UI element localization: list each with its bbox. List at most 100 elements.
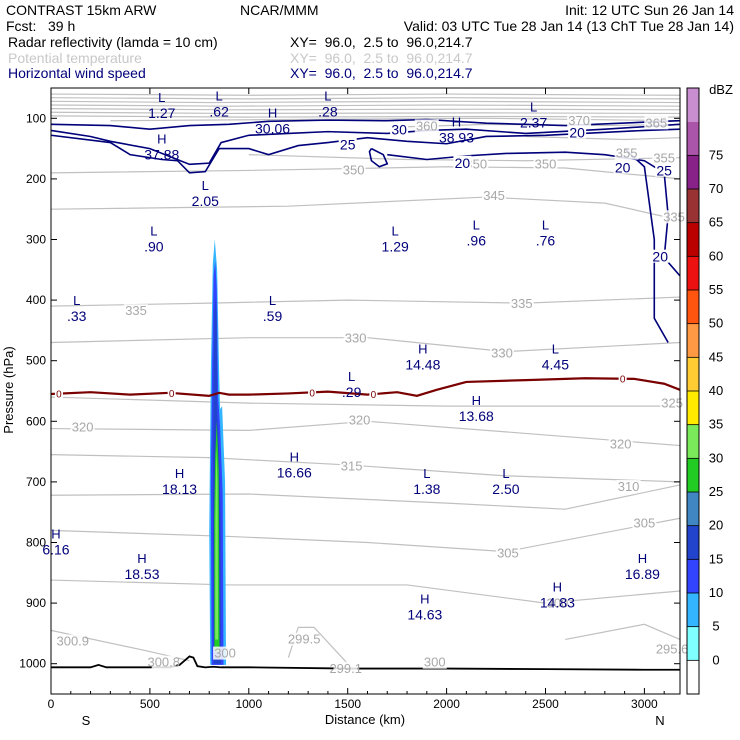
extremum-type-h: H (137, 551, 146, 566)
theta-label: 330 (345, 330, 367, 345)
colorbar-swatch (687, 424, 699, 459)
extremum-type-l: L (423, 466, 430, 481)
colorbar-level-label: 15 (709, 551, 723, 566)
y-tick-label: 400 (26, 293, 46, 307)
wind-label: 20 (615, 160, 631, 176)
extremum-value: 14.48 (405, 357, 440, 373)
theta-label: 300 (424, 655, 446, 670)
x-tick-label: 1000 (235, 697, 262, 711)
reflectivity-shading (209, 239, 227, 665)
extremum-type-l: L (530, 99, 537, 114)
wind-contour-line (624, 148, 669, 343)
extremum-value: 4.45 (542, 357, 569, 373)
colorbar-level-label: 5 (712, 619, 719, 634)
colorbar-swatch (687, 290, 699, 324)
extremum-type-l: L (202, 178, 209, 193)
extremum-value: .29 (342, 384, 362, 400)
extremum-type-h: H (175, 466, 184, 481)
colorbar-swatch (687, 88, 699, 122)
y-axis-label: Pressure (hPa) (1, 346, 16, 433)
theta-contour-line (50, 579, 681, 604)
theta-contour-line (565, 623, 681, 641)
wind-label: 25 (340, 137, 356, 153)
theta-contour-line (50, 115, 681, 118)
extremum-type-h: H (290, 450, 299, 465)
theta-label: 300.9 (56, 633, 89, 648)
colorbar-level-label: 50 (709, 316, 723, 331)
y-tick-label: 500 (26, 354, 46, 368)
colorbar-level-label: 55 (709, 282, 723, 297)
theta-label-bg (495, 546, 520, 560)
theta-label-bg (660, 396, 685, 410)
extremum-value: 1.29 (382, 239, 409, 255)
theta-contour-line (50, 517, 681, 553)
extremum-value: .90 (144, 239, 164, 255)
x-tick-label: 2000 (433, 697, 460, 711)
x-axis: 0 500 1000 1500 2000 2500 3000 (48, 88, 665, 711)
theta-label-bg (213, 646, 238, 660)
extremum-type-l: L (392, 224, 399, 239)
colorbar: 0 5 10 15 20 25 30 35 40 45 50 55 60 65 70 75 (686, 87, 723, 695)
theta-label: 305 (497, 546, 519, 561)
freezing-label-bg (369, 388, 378, 400)
theta-label-bg (489, 346, 514, 360)
x-tick-label: 2500 (532, 697, 559, 711)
theta-label-bg (608, 437, 633, 451)
y-tick-label: 900 (26, 596, 46, 610)
theta-label-bg (533, 157, 558, 171)
colorbar-level-label: 25 (709, 484, 723, 499)
colorbar-unit: dBZ (709, 82, 733, 97)
theta-label: 335 (511, 296, 533, 311)
colorbar-level-label: 75 (709, 147, 723, 162)
extremum-value: 18.53 (124, 566, 159, 582)
colorbar-swatch (687, 323, 699, 358)
y-tick-label: 700 (26, 475, 46, 489)
theta-label-bg (343, 331, 368, 345)
freezing-level-label: 0 (309, 388, 315, 399)
valid-time: Valid: 03 UTC Tue 28 Jan 14 (13 ChT Tue … (404, 18, 734, 34)
extremum-value: .28 (318, 103, 338, 119)
model-title: CONTRAST 15km ARW (6, 2, 157, 18)
freezing-label-bg (618, 372, 627, 384)
y-tick-label: 600 (26, 414, 46, 428)
extremum-value: 1.27 (148, 105, 175, 121)
theta-contour-line (50, 97, 681, 100)
theta-label-bg (652, 151, 677, 165)
freezing-level-contour: 0 0 0 0 0 (50, 372, 681, 401)
x-tick-label: 1500 (334, 697, 361, 711)
wind-contour-line (387, 151, 681, 277)
wind-label-bg (338, 137, 357, 151)
extremum-value: 18.13 (162, 481, 197, 497)
theta-label-bg (60, 634, 85, 648)
theta-contour-line (50, 111, 681, 115)
wind-label: 30 (391, 121, 407, 137)
theta-label-bg (632, 516, 657, 530)
extremum-value: 1.38 (413, 481, 440, 497)
extremum-value: .33 (67, 308, 87, 324)
extremum-type-h: H (51, 527, 60, 542)
wind-label: 20 (455, 155, 471, 171)
reflectivity-core-30dbz (215, 445, 219, 640)
theta-label-bg (545, 596, 570, 610)
colorbar-level-label: 40 (709, 383, 723, 398)
colorbar-level-label: 65 (709, 215, 723, 230)
wind-label: 25 (656, 163, 672, 179)
colorbar-swatch (687, 256, 699, 290)
theta-label: 320 (349, 412, 371, 427)
theta-contour-line (50, 93, 681, 96)
field-wind-name: Horizontal wind speed (8, 65, 146, 81)
extremum-type-l: L (73, 293, 80, 308)
forecast-hour: Fcst: 39 h (6, 18, 75, 34)
theta-label-bg (292, 632, 317, 646)
plot-frame (50, 87, 681, 695)
wind-label-bg (651, 249, 670, 263)
theta-label: 370 (568, 113, 590, 128)
theta-label-bg (644, 116, 669, 130)
extremum-value: 16.89 (625, 566, 660, 582)
extremum-type-l: L (473, 217, 480, 232)
colorbar-swatch (687, 458, 699, 492)
theta-label-bg (333, 661, 358, 675)
